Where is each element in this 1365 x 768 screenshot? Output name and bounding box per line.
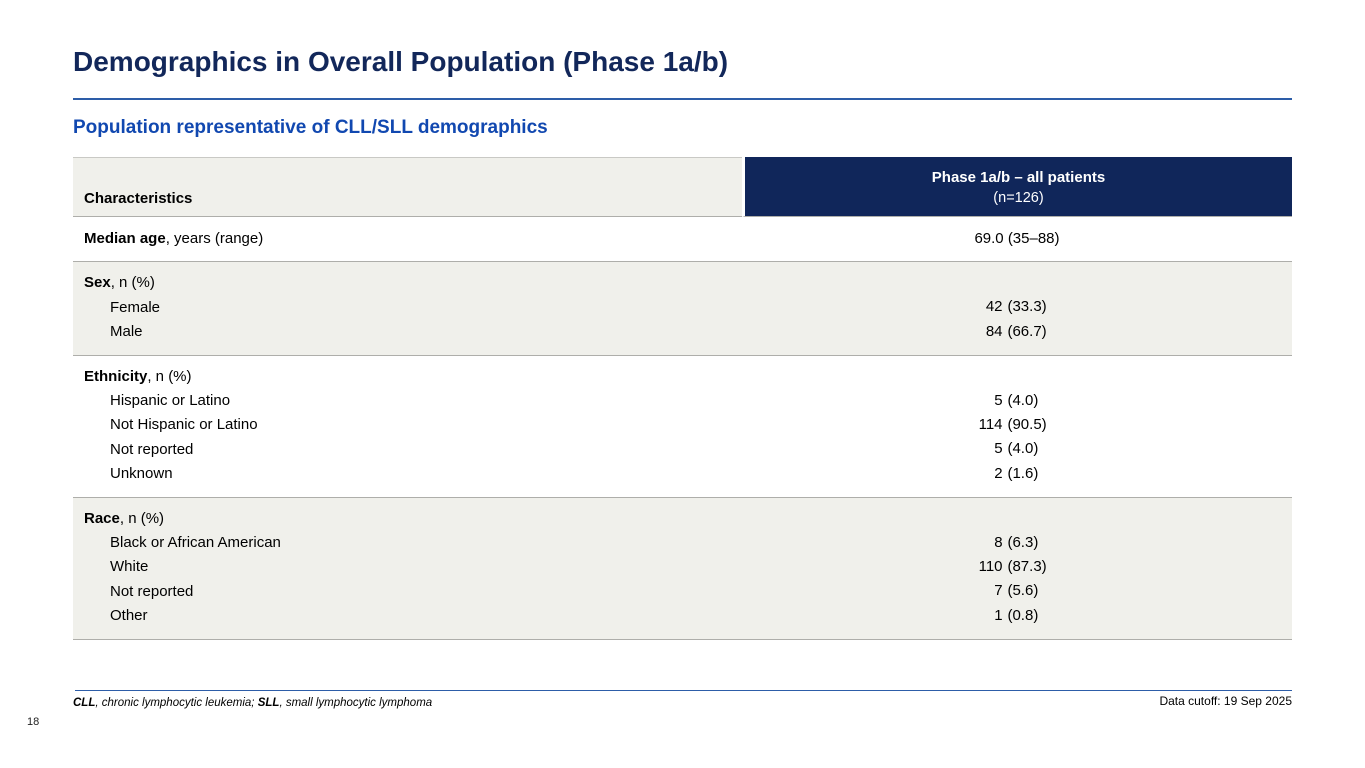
category-label: Sex, n (%) <box>84 274 155 292</box>
cell-value: 114 (90.5) <box>742 413 1292 437</box>
category-label: Median age, years (range) <box>84 230 264 247</box>
demographics-table: Characteristics Phase 1a/b – all patient… <box>73 157 1292 640</box>
value-percent: (5.6) <box>1007 582 1039 600</box>
title-divider <box>73 98 1292 100</box>
slide-title: Demographics in Overall Population (Phas… <box>73 46 729 77</box>
table-body: Median age, years (range) 69.0 (35–88) S… <box>73 217 1292 640</box>
footnote-abbr-cll: CLL <box>73 697 96 709</box>
value-percent: (0.8) <box>1007 606 1039 624</box>
sub-category-label: Not reported <box>110 582 194 600</box>
label-cell: Ethnicity, n (%) Hispanic or Latino Not H… <box>73 355 742 498</box>
footnote-text-cll: , chronic lymphocytic leukemia; <box>95 697 258 709</box>
value-percent: (6.3) <box>1007 533 1039 551</box>
label-cell: Sex, n (%) Female Male <box>73 262 742 356</box>
value-cell: 69.0 (35–88) <box>742 217 1292 263</box>
footnote-abbr-sll: SLL <box>257 697 280 709</box>
characteristics-column-header: Characteristics <box>73 157 742 217</box>
category-label: Race, n (%) <box>84 509 165 527</box>
label-cell: Median age, years (range) <box>73 217 742 263</box>
data-cutoff-label: Data cutoff: 19 Sep 2025 <box>1159 694 1292 708</box>
value-percent: (4.0) <box>1007 440 1039 458</box>
slide: Demographics in Overall Population (Phas… <box>73 46 1292 640</box>
value-count: 5 <box>994 391 1003 409</box>
cell-value: 2 (1.6) <box>742 462 1292 486</box>
cell-value: 110 (87.3) <box>742 555 1292 579</box>
label-cell: Race, n (%) Black or African American Whi… <box>73 497 742 640</box>
value-count: 7 <box>994 582 1003 600</box>
page-number: 18 <box>27 716 40 728</box>
cell-value: 5 (4.0) <box>742 437 1292 461</box>
value-count: 110 <box>978 558 1003 576</box>
category-label: Ethnicity, n (%) <box>84 367 192 385</box>
footer-divider <box>75 690 1292 691</box>
cell-value: 69.0 (35–88) <box>974 230 1060 247</box>
sub-category-label: Not reported <box>110 440 194 458</box>
value-percent: (90.5) <box>1007 416 1047 434</box>
phase-header-n: (n=126) <box>993 190 1044 206</box>
value-count: 114 <box>978 416 1003 434</box>
table-section-row: Median age, years (range) 69.0 (35–88) <box>73 217 1292 263</box>
sub-category-label: Male <box>110 323 143 341</box>
table-section-row: Sex, n (%) Female Male 42 (33.3) 84 (66.7) <box>73 262 1292 356</box>
abbreviations-footnote: CLL, chronic lymphocytic leukemia; SLL, … <box>73 697 432 709</box>
value-count: 5 <box>994 440 1003 458</box>
phase-column-header: Phase 1a/b – all patients (n=126) <box>742 157 1292 217</box>
sub-category-label: Hispanic or Latino <box>110 392 231 410</box>
value-count: 1 <box>994 606 1003 624</box>
sub-category-label: Unknown <box>110 465 173 483</box>
value-cell: 8 (6.3) 110 (87.3) 7 (5.6) 1 (0.8) <box>742 497 1292 640</box>
sub-category-label: Not Hispanic or Latino <box>110 416 258 434</box>
slide-subtitle: Population representative of CLL/SLL dem… <box>73 117 548 138</box>
value-count: 8 <box>994 533 1003 551</box>
sub-category-label: Other <box>110 607 148 625</box>
footnote-text-sll: , small lymphocytic lymphoma <box>279 697 433 709</box>
value-cell: 5 (4.0) 114 (90.5) 5 (4.0) 2 (1.6) <box>742 355 1292 498</box>
cell-value: 5 (4.0) <box>742 389 1292 413</box>
cell-value: 7 (5.6) <box>742 579 1292 603</box>
cell-value: 1 (0.8) <box>742 604 1292 628</box>
value-cell: 42 (33.3) 84 (66.7) <box>742 262 1292 356</box>
sub-category-label: Female <box>110 298 161 316</box>
value-count: 2 <box>994 464 1003 482</box>
table-section-row: Race, n (%) Black or African American Whi… <box>73 497 1292 640</box>
cell-value: 42 (33.3) <box>742 295 1292 319</box>
phase-header-title: Phase 1a/b – all patients <box>931 169 1106 186</box>
sub-category-label: Black or African American <box>110 534 281 552</box>
value-percent: (1.6) <box>1007 464 1039 482</box>
sub-category-label: White <box>110 558 149 576</box>
cell-value: 84 (66.7) <box>742 320 1292 344</box>
value-count: 42 <box>985 298 1003 316</box>
value-percent: (87.3) <box>1007 558 1047 576</box>
cell-value: 8 (6.3) <box>742 531 1292 555</box>
value-percent: (4.0) <box>1007 391 1039 409</box>
table-section-row: Ethnicity, n (%) Hispanic or Latino Not H… <box>73 355 1292 498</box>
value-percent: (66.7) <box>1007 322 1047 340</box>
table-header-row: Characteristics Phase 1a/b – all patient… <box>73 157 1292 217</box>
value-percent: (33.3) <box>1007 298 1047 316</box>
value-count: 84 <box>985 322 1003 340</box>
